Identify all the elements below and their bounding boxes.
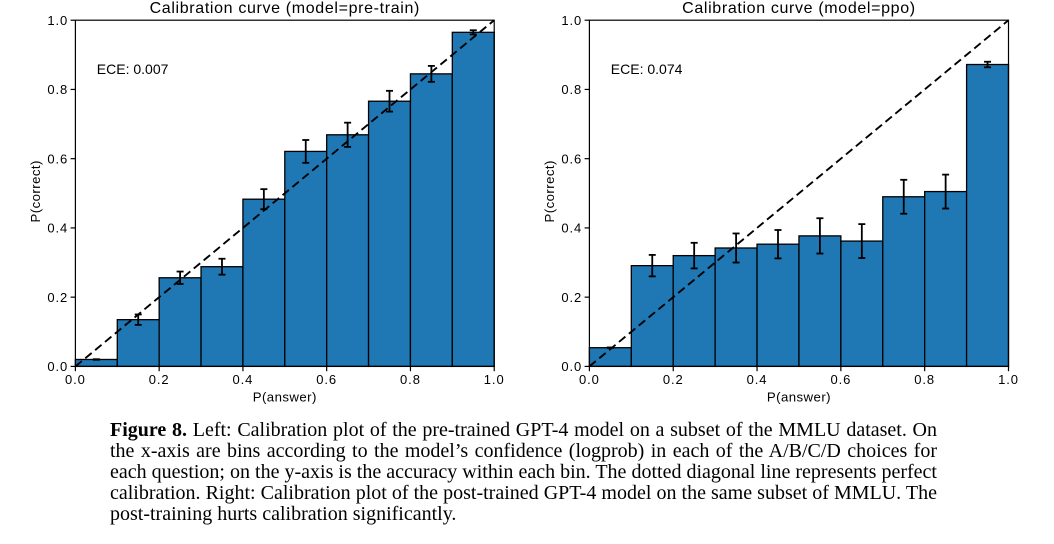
svg-text:0.6: 0.6 bbox=[316, 372, 337, 387]
svg-text:P(answer): P(answer) bbox=[253, 389, 317, 404]
svg-text:P(correct): P(correct) bbox=[542, 160, 557, 222]
svg-text:0.8: 0.8 bbox=[914, 372, 935, 387]
svg-text:0.6: 0.6 bbox=[830, 372, 851, 387]
svg-text:0.2: 0.2 bbox=[663, 372, 684, 387]
svg-text:1.0: 1.0 bbox=[484, 372, 505, 387]
svg-text:0.8: 0.8 bbox=[47, 82, 68, 97]
svg-text:0.6: 0.6 bbox=[47, 151, 68, 166]
svg-text:0.4: 0.4 bbox=[47, 221, 68, 236]
svg-text:P(answer): P(answer) bbox=[767, 389, 831, 404]
svg-text:0.8: 0.8 bbox=[400, 372, 421, 387]
svg-text:0.2: 0.2 bbox=[149, 372, 170, 387]
svg-text:1.0: 1.0 bbox=[47, 13, 68, 28]
svg-text:ECE: 0.074: ECE: 0.074 bbox=[611, 61, 683, 77]
svg-text:0.2: 0.2 bbox=[561, 290, 582, 305]
svg-text:0.0: 0.0 bbox=[579, 372, 600, 387]
svg-text:P(correct): P(correct) bbox=[28, 160, 43, 222]
svg-text:1.0: 1.0 bbox=[561, 13, 582, 28]
svg-text:0.6: 0.6 bbox=[561, 151, 582, 166]
svg-text:0.4: 0.4 bbox=[561, 221, 582, 236]
svg-text:ECE: 0.007: ECE: 0.007 bbox=[97, 61, 169, 77]
svg-text:0.8: 0.8 bbox=[561, 82, 582, 97]
svg-text:0.2: 0.2 bbox=[47, 290, 68, 305]
svg-text:Calibration curve (model=pre-t: Calibration curve (model=pre-train) bbox=[150, 0, 420, 17]
svg-text:0.0: 0.0 bbox=[561, 359, 582, 374]
svg-text:0.0: 0.0 bbox=[65, 372, 86, 387]
svg-text:0.0: 0.0 bbox=[47, 359, 68, 374]
svg-text:1.0: 1.0 bbox=[998, 372, 1019, 387]
svg-text:Calibration curve (model=ppo): Calibration curve (model=ppo) bbox=[682, 0, 916, 17]
svg-text:0.4: 0.4 bbox=[747, 372, 768, 387]
svg-text:0.4: 0.4 bbox=[233, 372, 254, 387]
